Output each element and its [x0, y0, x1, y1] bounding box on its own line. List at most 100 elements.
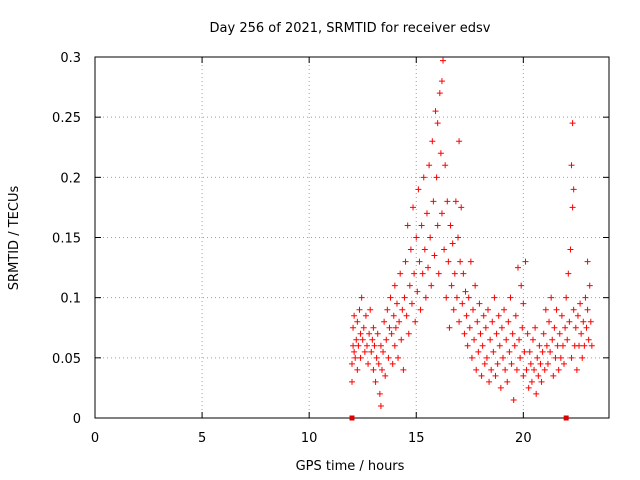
data-point — [461, 330, 468, 337]
x-axis-marker — [563, 415, 569, 421]
data-point — [423, 210, 430, 217]
data-point — [553, 306, 560, 313]
data-point — [582, 294, 589, 301]
data-point — [520, 300, 527, 307]
data-point — [376, 390, 383, 397]
data-point — [559, 342, 566, 349]
data-point — [434, 120, 441, 127]
data-point — [405, 330, 412, 337]
data-point — [349, 360, 355, 367]
data-point — [574, 312, 581, 319]
data-point — [453, 294, 460, 301]
data-point — [361, 348, 368, 355]
data-point — [518, 282, 525, 289]
data-point — [359, 336, 366, 343]
data-point — [539, 348, 546, 355]
data-point — [385, 354, 392, 361]
data-point — [434, 222, 441, 229]
data-point — [399, 306, 406, 313]
data-point — [512, 312, 519, 319]
data-point — [419, 270, 426, 277]
data-point — [442, 162, 449, 169]
data-point — [432, 108, 439, 115]
data-point — [554, 342, 561, 349]
data-point — [360, 324, 367, 331]
data-point — [491, 294, 498, 301]
data-point — [441, 246, 448, 253]
data-point — [474, 318, 481, 325]
data-point — [467, 258, 474, 265]
data-point — [510, 396, 517, 403]
data-point — [505, 318, 512, 325]
data-point — [506, 348, 513, 355]
data-point — [544, 360, 551, 367]
y-axis-title: SRMTID / TECUs — [7, 186, 22, 291]
data-point — [456, 138, 463, 145]
data-point — [446, 324, 453, 331]
data-point — [477, 330, 484, 337]
data-point — [374, 330, 381, 337]
data-point — [389, 360, 396, 367]
y-tick-label: 0 — [73, 412, 81, 427]
data-point — [430, 198, 437, 205]
data-point — [390, 312, 397, 319]
data-point — [351, 348, 358, 355]
data-point — [400, 366, 407, 373]
data-point — [451, 270, 458, 277]
data-point — [557, 354, 564, 361]
data-point — [580, 318, 587, 325]
data-point — [472, 282, 479, 289]
data-point — [524, 330, 531, 337]
data-point — [418, 222, 425, 229]
data-point — [380, 348, 387, 355]
data-point — [513, 366, 520, 373]
data-point — [489, 318, 496, 325]
data-point — [414, 288, 421, 295]
data-point — [426, 162, 433, 169]
x-axis-markers — [349, 415, 569, 421]
data-point — [543, 342, 550, 349]
data-point — [381, 318, 388, 325]
data-point — [484, 306, 491, 313]
data-point — [517, 354, 524, 361]
data-point — [448, 282, 455, 289]
y-tick-label: 0.05 — [52, 352, 81, 367]
data-point — [503, 336, 510, 343]
data-point — [558, 312, 565, 319]
data-point — [486, 378, 493, 385]
y-tick-label: 0.1 — [60, 292, 81, 307]
data-point — [438, 210, 445, 217]
data-point — [542, 306, 549, 313]
data-point — [391, 342, 398, 349]
data-point — [372, 378, 379, 385]
data-point — [396, 318, 403, 325]
data-point — [459, 300, 466, 307]
data-point — [450, 306, 457, 313]
data-point — [511, 342, 518, 349]
data-point — [584, 258, 591, 265]
data-point — [395, 354, 402, 361]
data-point — [520, 372, 527, 379]
data-point — [499, 354, 506, 361]
y-tick-label: 0.15 — [52, 232, 81, 247]
data-point — [535, 372, 542, 379]
data-point — [429, 138, 436, 145]
data-point — [428, 282, 435, 289]
x-tick-label: 5 — [198, 431, 206, 446]
data-point — [366, 330, 373, 337]
data-point — [357, 330, 364, 337]
data-point — [576, 342, 583, 349]
data-point — [552, 354, 559, 361]
data-point — [564, 336, 571, 343]
data-point — [578, 330, 585, 337]
data-point — [533, 390, 540, 397]
data-point — [422, 294, 429, 301]
data-point — [586, 282, 593, 289]
data-point — [386, 324, 393, 331]
data-point — [588, 342, 595, 349]
data-point — [377, 342, 384, 349]
y-tick-label: 0.3 — [60, 51, 81, 66]
data-point — [410, 204, 417, 211]
data-point — [490, 348, 497, 355]
data-point — [475, 348, 482, 355]
